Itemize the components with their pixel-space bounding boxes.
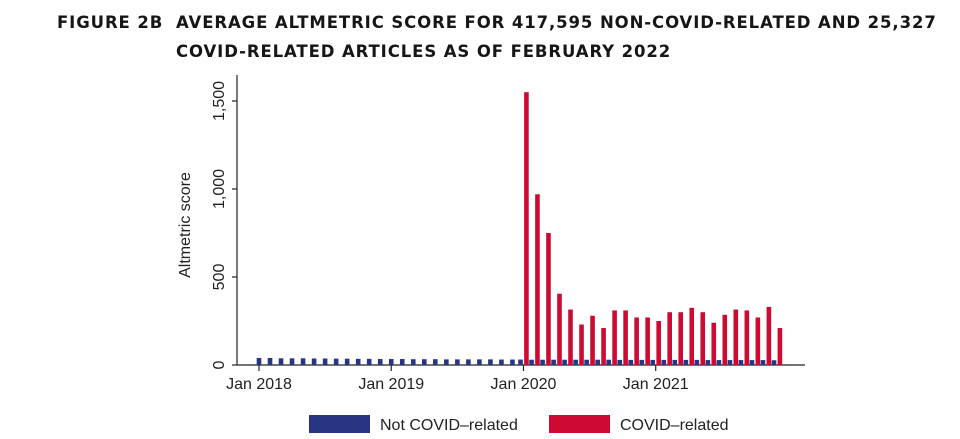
bar-not-covid: [639, 359, 645, 365]
bar-covid: [667, 312, 672, 365]
bar-not-covid: [738, 360, 744, 365]
y-tick-label: 1,500: [211, 81, 228, 121]
x-axis: Jan 2018 Jan 2019 Jan 2020 Jan 2021: [226, 364, 805, 393]
bar-covid: [700, 312, 706, 365]
bar-not-covid: [410, 359, 416, 365]
bar-not-covid: [300, 358, 306, 365]
bar-not-covid: [760, 360, 766, 365]
bar-not-covid: [388, 359, 394, 365]
bar-not-covid: [278, 358, 284, 365]
bar-not-covid: [322, 358, 328, 365]
legend-swatch-not-covid: [309, 415, 370, 433]
bar-not-covid: [672, 359, 678, 365]
bar-not-covid: [344, 358, 350, 365]
bar-not-covid: [540, 359, 545, 365]
y-axis: 0 500 1,000 1,500 Altmetric score: [177, 75, 238, 369]
bar-covid: [524, 92, 529, 365]
bar-not-covid: [377, 359, 383, 365]
bar-not-covid: [716, 360, 722, 365]
bar-not-covid: [573, 359, 578, 365]
bar-not-covid: [455, 359, 460, 365]
bar-not-covid: [311, 358, 317, 365]
figure-title: FIGURE 2B AVERAGE ALTMETRIC SCORE FOR 417…: [57, 8, 947, 66]
bar-not-covid: [289, 358, 295, 365]
y-axis-title: Altmetric score: [177, 172, 194, 278]
legend: Not COVID–related COVID–related: [309, 415, 729, 434]
bar-not-covid: [617, 359, 623, 365]
bar-covid: [568, 309, 573, 365]
bar-not-covid: [628, 359, 634, 365]
bar-covid: [689, 307, 695, 365]
x-tick-label: Jan 2020: [491, 376, 557, 393]
bar-covid: [612, 310, 617, 365]
bar-not-covid: [518, 359, 523, 365]
y-tick-label: 0: [211, 360, 228, 369]
bar-not-covid: [584, 359, 589, 365]
bar-not-covid: [694, 359, 700, 365]
figure-title-line-1: AVERAGE ALTMETRIC SCORE FOR 417,595 NON-…: [176, 13, 937, 32]
bar-not-covid: [444, 359, 449, 365]
bar-not-covid: [749, 360, 755, 365]
bar-covid: [601, 328, 606, 365]
bar-not-covid: [562, 359, 567, 365]
bar-not-covid: [499, 359, 504, 365]
y-tick-label: 1,000: [211, 169, 228, 209]
legend-label-not-covid: Not COVID–related: [380, 417, 518, 434]
figure-label: FIGURE 2B: [57, 13, 164, 32]
y-tick-label: 500: [211, 264, 228, 291]
legend-swatch-covid: [549, 415, 610, 433]
x-tick-label: Jan 2021: [623, 376, 689, 393]
bar-covid: [634, 317, 639, 365]
bar-not-covid: [355, 358, 361, 365]
bar-covid: [766, 306, 772, 365]
bar-not-covid: [529, 359, 534, 365]
bar-not-covid: [477, 359, 482, 365]
legend-label-covid: COVID–related: [620, 417, 729, 434]
bar-not-covid: [650, 359, 656, 365]
bar-not-covid: [595, 359, 600, 365]
bar-covid: [711, 322, 717, 365]
bar-not-covid: [399, 359, 405, 365]
bar-covid: [557, 293, 562, 365]
bars: [256, 92, 783, 365]
bar-covid: [656, 321, 661, 365]
bar-not-covid: [466, 359, 471, 365]
figure-title-line-2: COVID-RELATED ARTICLES AS OF FEBRUARY 20…: [176, 42, 672, 61]
bar-covid: [733, 309, 739, 365]
bar-covid: [722, 314, 728, 365]
bar-not-covid: [256, 357, 262, 365]
bar-not-covid: [683, 359, 689, 365]
bar-not-covid: [510, 359, 515, 365]
bar-not-covid: [606, 359, 611, 365]
bar-not-covid: [771, 360, 777, 365]
bar-not-covid: [727, 360, 733, 365]
bar-covid: [645, 317, 650, 365]
bar-covid: [535, 194, 540, 365]
bar-covid: [744, 310, 750, 365]
bar-covid: [623, 310, 628, 365]
bar-covid: [590, 315, 595, 365]
bar-not-covid: [488, 359, 493, 365]
x-tick-label: Jan 2019: [358, 376, 424, 393]
bar-not-covid: [333, 358, 339, 365]
bar-not-covid: [661, 359, 667, 365]
bar-not-covid: [705, 360, 711, 365]
bar-covid: [579, 324, 584, 365]
x-tick-label: Jan 2018: [226, 376, 292, 393]
bar-covid: [678, 312, 684, 365]
bar-not-covid: [422, 359, 427, 365]
bar-covid: [777, 328, 783, 365]
bar-covid: [755, 317, 761, 365]
bar-not-covid: [267, 357, 273, 365]
bar-not-covid: [433, 359, 438, 365]
bar-covid: [546, 233, 551, 365]
bar-not-covid: [551, 359, 556, 365]
bar-not-covid: [366, 358, 372, 365]
